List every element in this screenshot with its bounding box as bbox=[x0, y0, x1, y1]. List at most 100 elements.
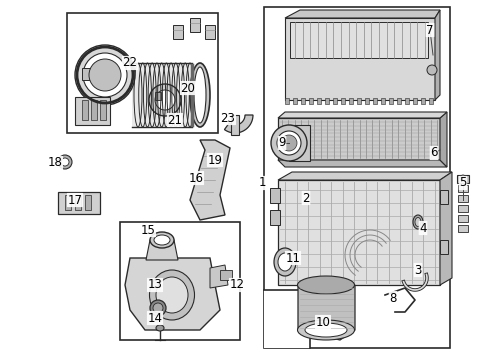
Circle shape bbox=[58, 155, 72, 169]
Bar bbox=[270, 210, 280, 225]
Bar bbox=[205, 25, 215, 39]
Bar bbox=[100, 100, 106, 120]
Polygon shape bbox=[440, 172, 452, 285]
Polygon shape bbox=[146, 240, 178, 260]
Polygon shape bbox=[298, 285, 355, 340]
Polygon shape bbox=[440, 112, 447, 167]
Bar bbox=[440, 240, 448, 254]
Text: 8: 8 bbox=[390, 292, 397, 305]
Circle shape bbox=[149, 84, 181, 116]
Polygon shape bbox=[397, 98, 401, 104]
Text: 10: 10 bbox=[316, 315, 330, 328]
Polygon shape bbox=[365, 98, 369, 104]
Polygon shape bbox=[317, 98, 321, 104]
Text: 22: 22 bbox=[122, 57, 138, 69]
Bar bbox=[264, 7, 450, 348]
Bar bbox=[220, 270, 232, 280]
Polygon shape bbox=[325, 98, 329, 104]
Polygon shape bbox=[349, 98, 353, 104]
Circle shape bbox=[460, 175, 466, 181]
Polygon shape bbox=[293, 98, 297, 104]
Polygon shape bbox=[357, 98, 361, 104]
Bar bbox=[270, 188, 280, 203]
Bar bbox=[155, 92, 161, 100]
Circle shape bbox=[150, 300, 166, 316]
Polygon shape bbox=[290, 22, 428, 58]
Polygon shape bbox=[333, 98, 337, 104]
Bar bbox=[458, 215, 468, 222]
Ellipse shape bbox=[156, 277, 188, 313]
Polygon shape bbox=[278, 172, 452, 180]
Ellipse shape bbox=[297, 276, 354, 294]
Polygon shape bbox=[132, 63, 192, 127]
Text: 13: 13 bbox=[147, 279, 163, 292]
Circle shape bbox=[89, 59, 121, 91]
Ellipse shape bbox=[278, 253, 292, 271]
Polygon shape bbox=[405, 98, 409, 104]
Polygon shape bbox=[381, 98, 385, 104]
Circle shape bbox=[271, 125, 307, 161]
Polygon shape bbox=[190, 140, 230, 220]
Polygon shape bbox=[289, 125, 310, 161]
Text: 20: 20 bbox=[180, 81, 196, 94]
Text: 5: 5 bbox=[459, 176, 466, 189]
Polygon shape bbox=[231, 115, 239, 135]
Circle shape bbox=[153, 303, 163, 313]
Circle shape bbox=[83, 53, 127, 97]
Ellipse shape bbox=[149, 270, 195, 320]
Polygon shape bbox=[125, 258, 220, 330]
Bar bbox=[120, 222, 240, 340]
Text: 1: 1 bbox=[258, 176, 266, 189]
Polygon shape bbox=[278, 180, 440, 285]
Polygon shape bbox=[429, 98, 433, 104]
Circle shape bbox=[427, 65, 437, 75]
Bar bbox=[190, 18, 200, 32]
Polygon shape bbox=[301, 98, 305, 104]
Text: 6: 6 bbox=[430, 147, 438, 159]
Bar bbox=[457, 175, 469, 183]
Text: 21: 21 bbox=[168, 113, 182, 126]
Polygon shape bbox=[341, 98, 345, 104]
Polygon shape bbox=[421, 98, 425, 104]
Polygon shape bbox=[413, 98, 417, 104]
Ellipse shape bbox=[150, 232, 174, 248]
Text: 2: 2 bbox=[302, 192, 310, 204]
Polygon shape bbox=[224, 115, 253, 133]
Polygon shape bbox=[264, 290, 310, 348]
Polygon shape bbox=[373, 98, 377, 104]
Polygon shape bbox=[309, 98, 313, 104]
Circle shape bbox=[61, 158, 69, 166]
Ellipse shape bbox=[154, 235, 170, 245]
Circle shape bbox=[155, 90, 175, 110]
Text: 7: 7 bbox=[426, 23, 434, 36]
Text: 11: 11 bbox=[286, 252, 300, 265]
Text: 16: 16 bbox=[189, 171, 203, 184]
Polygon shape bbox=[285, 18, 435, 100]
Bar bbox=[75, 97, 110, 125]
Text: 9: 9 bbox=[278, 136, 286, 149]
Bar bbox=[458, 185, 468, 192]
Bar bbox=[91, 100, 97, 120]
Text: 15: 15 bbox=[141, 224, 155, 237]
Bar bbox=[75, 195, 81, 210]
Ellipse shape bbox=[297, 320, 354, 340]
Polygon shape bbox=[389, 98, 393, 104]
Ellipse shape bbox=[415, 217, 421, 226]
Text: 23: 23 bbox=[220, 112, 235, 125]
Bar bbox=[458, 205, 468, 212]
Polygon shape bbox=[278, 112, 447, 118]
Circle shape bbox=[277, 131, 301, 155]
Bar bbox=[67, 13, 218, 133]
Ellipse shape bbox=[156, 325, 164, 331]
Ellipse shape bbox=[274, 248, 296, 276]
Text: 17: 17 bbox=[68, 194, 82, 207]
Text: 3: 3 bbox=[415, 264, 422, 276]
Bar bbox=[440, 190, 448, 204]
Ellipse shape bbox=[194, 67, 206, 123]
Circle shape bbox=[75, 45, 135, 105]
Ellipse shape bbox=[413, 215, 423, 229]
Bar bbox=[458, 225, 468, 232]
Text: 4: 4 bbox=[419, 221, 427, 234]
Bar bbox=[82, 68, 90, 80]
Text: 12: 12 bbox=[229, 279, 245, 292]
